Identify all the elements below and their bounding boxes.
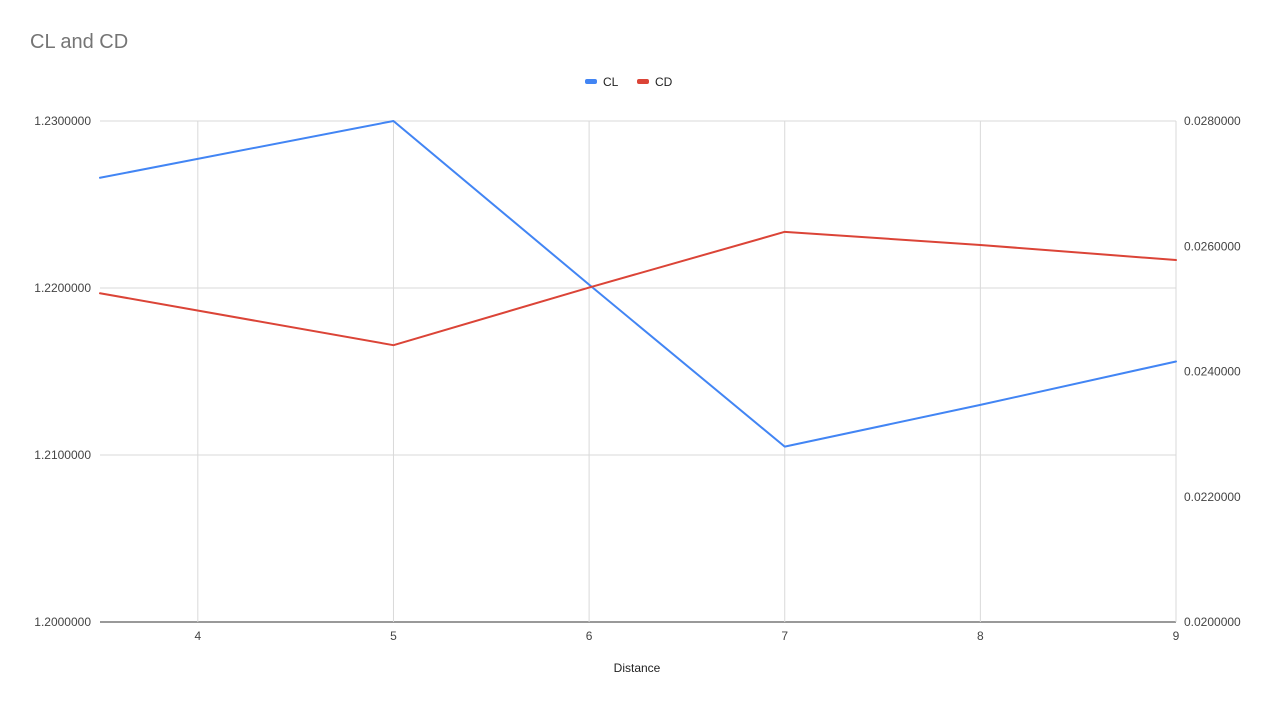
legend-swatch (637, 79, 649, 84)
y-left-tick-label: 1.2100000 (34, 448, 91, 462)
y-left-tick-label: 1.2300000 (34, 114, 91, 128)
y-axis-right: 0.0200000 0.0220000 0.0240000 0.0260000 0.02… (1184, 114, 1241, 629)
x-axis-title: Distance (614, 661, 661, 675)
x-tick-label: 9 (1173, 629, 1180, 643)
y-axis-left: 1.2000000 1.2100000 1.2200000 1.2300000 (34, 114, 91, 629)
x-tick-label: 6 (586, 629, 593, 643)
grid (100, 120, 1177, 623)
chart-title: CL and CD (30, 31, 128, 53)
y-right-tick-label: 0.0280000 (1184, 114, 1241, 128)
x-tick-label: 5 (390, 629, 397, 643)
y-right-tick-label: 0.0260000 (1184, 239, 1241, 253)
x-tick-label: 4 (194, 629, 201, 643)
legend[interactable]: CL CD (585, 75, 673, 89)
x-axis: 4 5 6 7 8 9 (194, 629, 1179, 643)
legend-label: CL (603, 75, 619, 89)
legend-item-cd[interactable]: CD (637, 75, 673, 89)
y-left-tick-label: 1.2200000 (34, 281, 91, 295)
y-right-tick-label: 0.0200000 (1184, 615, 1241, 629)
x-tick-label: 7 (781, 629, 788, 643)
legend-swatch (585, 79, 597, 84)
y-right-tick-label: 0.0240000 (1184, 365, 1241, 379)
series (99, 120, 1177, 448)
y-left-tick-label: 1.2000000 (34, 615, 91, 629)
series-line-cd[interactable] (99, 230, 1177, 347)
y-right-tick-label: 0.0220000 (1184, 490, 1241, 504)
legend-label: CD (655, 75, 673, 89)
legend-item-cl[interactable]: CL (585, 75, 619, 89)
series-line-cl[interactable] (99, 120, 1177, 448)
x-tick-label: 8 (977, 629, 984, 643)
